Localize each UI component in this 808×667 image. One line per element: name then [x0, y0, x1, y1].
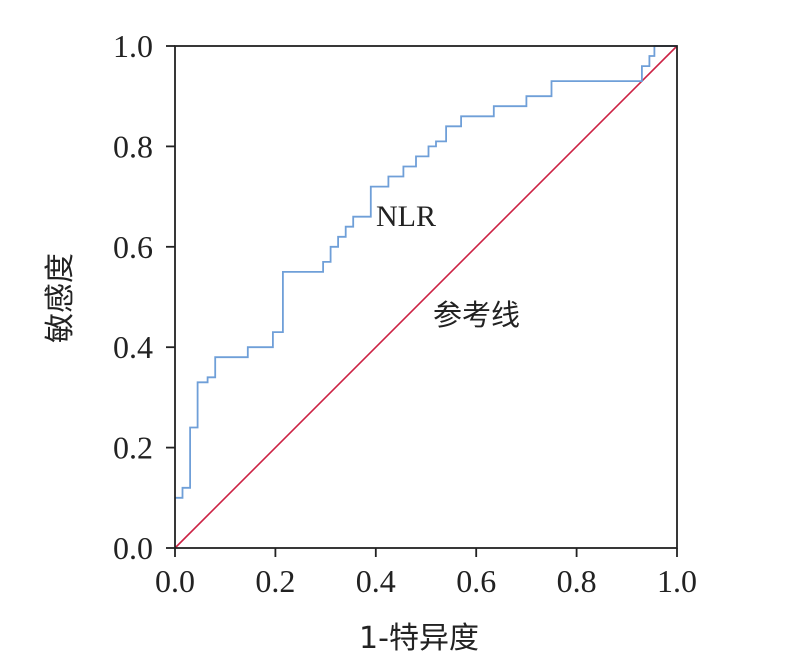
- curve-label-nlr: NLR: [376, 200, 436, 233]
- x-tick-label: 1.0: [657, 563, 697, 599]
- y-tick-label: 1.0: [113, 28, 153, 64]
- y-axis-title: 敏感度: [43, 253, 78, 343]
- y-tick-label: 0.6: [113, 229, 153, 265]
- x-tick-label: 0.0: [155, 563, 195, 599]
- x-tick-label: 0.8: [557, 563, 597, 599]
- x-tick-label: 0.2: [255, 563, 295, 599]
- ticks: 0.0 0.2 0.4 0.6 0.8 1.0 0.0 0.2 0.4 0.6 0.8 1.0: [113, 28, 697, 599]
- x-axis-title: 1-特异度: [359, 621, 479, 656]
- y-tick-label: 0.4: [113, 329, 153, 365]
- y-tick-label: 0.2: [113, 430, 153, 466]
- roc-curve-nlr: [175, 45, 677, 499]
- reference-line: [174, 45, 678, 549]
- x-tick-label: 0.6: [456, 563, 496, 599]
- reference-line-label: 参考线: [433, 298, 520, 332]
- y-tick-label: 0.8: [113, 128, 153, 164]
- y-tick-label: 0.0: [113, 530, 153, 566]
- x-tick-label: 0.4: [356, 563, 396, 599]
- plot-frame: [174, 45, 678, 549]
